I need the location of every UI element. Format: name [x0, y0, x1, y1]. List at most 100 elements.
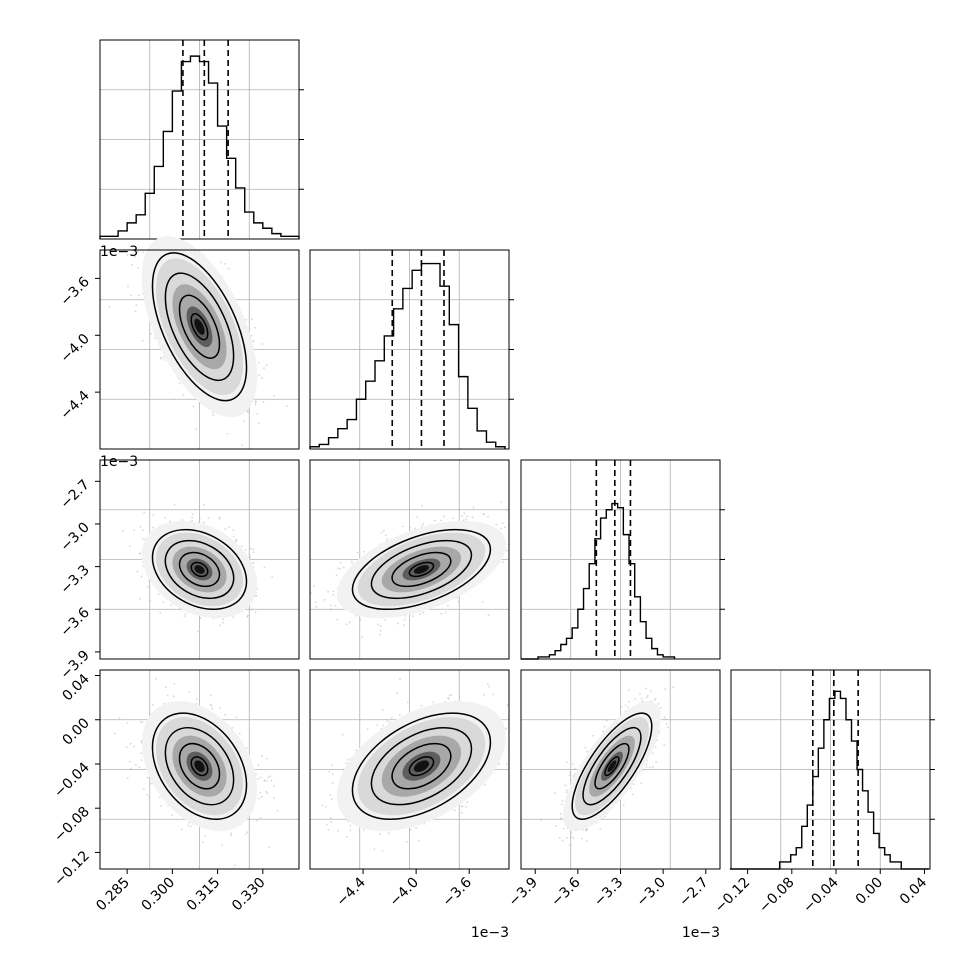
sample-point	[257, 374, 260, 377]
sample-point	[194, 428, 197, 431]
sample-point	[192, 405, 195, 408]
sample-point	[219, 624, 222, 627]
sample-point	[335, 574, 338, 577]
sample-point	[416, 515, 418, 518]
sample-point	[128, 545, 131, 548]
x-tick-label: −0.12	[712, 875, 754, 917]
sample-point	[420, 525, 423, 528]
sample-point	[384, 619, 387, 622]
sample-point	[362, 550, 365, 553]
sample-point	[130, 294, 133, 297]
sample-point	[327, 590, 329, 593]
sample-point	[251, 318, 253, 321]
sample-point	[224, 528, 227, 530]
sample-point	[443, 515, 446, 518]
sample-point	[241, 444, 243, 447]
sample-point	[243, 420, 246, 422]
sample-point	[254, 326, 256, 329]
sample-point	[261, 343, 264, 345]
sample-point	[159, 611, 162, 614]
sample-point	[164, 517, 166, 519]
grid	[731, 670, 930, 869]
sample-point	[440, 612, 443, 615]
sample-point	[452, 517, 455, 520]
sample-point	[348, 621, 351, 624]
sample-point	[218, 518, 221, 520]
sample-point	[262, 400, 265, 403]
sample-point	[140, 575, 143, 578]
sample-point	[198, 521, 201, 523]
density-contour	[190, 313, 209, 341]
sample-point	[141, 339, 144, 342]
sample-point	[506, 549, 508, 552]
sample-point	[150, 333, 152, 335]
sample-point	[258, 797, 260, 800]
grid	[100, 40, 299, 239]
sample-point	[126, 254, 129, 256]
y-tick-label: −3.0	[57, 519, 92, 554]
sample-point	[421, 505, 423, 507]
sample-point	[500, 501, 503, 503]
sample-point	[203, 503, 205, 506]
sample-point	[332, 593, 335, 596]
sample-point	[240, 545, 243, 548]
sample-point	[246, 410, 249, 413]
sample-point	[440, 519, 442, 522]
histogram-panel-3-3: −0.12 −0.08 −0.04 0.00 0.04	[712, 669, 935, 917]
sample-point	[244, 549, 247, 551]
sample-point	[232, 529, 235, 531]
sample-point	[182, 394, 185, 396]
sample-point	[202, 521, 205, 524]
sample-point	[228, 526, 231, 529]
sample-point	[314, 601, 317, 604]
sample-point	[147, 585, 149, 588]
sample-point	[226, 432, 229, 435]
sample-point	[487, 614, 490, 616]
sample-point	[381, 531, 383, 534]
sample-point	[260, 377, 263, 379]
sample-point	[258, 361, 260, 364]
sample-point	[224, 262, 226, 265]
sample-point	[263, 566, 266, 569]
sample-point	[232, 535, 235, 538]
sample-point	[481, 600, 484, 603]
sample-point	[409, 526, 411, 529]
panel-frame	[99, 39, 300, 240]
sample-point	[139, 552, 141, 555]
sample-point	[248, 554, 251, 557]
sample-point	[122, 530, 124, 532]
y-tick-label: −4.0	[57, 331, 92, 366]
sample-point	[461, 515, 463, 518]
sample-point	[153, 336, 156, 339]
sample-point	[254, 401, 257, 404]
sample-point	[219, 261, 222, 264]
y-offset-label: 1e−3	[100, 454, 138, 470]
density-panel-2-0: −3.9−3.6−3.3−3.0−2.71e−3	[57, 454, 300, 683]
sample-point	[506, 509, 508, 512]
sample-point	[500, 527, 502, 530]
sample-point	[199, 617, 202, 620]
sample-point	[503, 526, 506, 529]
sample-point	[170, 604, 173, 607]
sample-point	[127, 285, 129, 288]
sample-point	[222, 618, 225, 621]
sample-point	[359, 618, 362, 621]
sample-point	[466, 515, 469, 518]
y-tick-label: −4.4	[57, 388, 92, 423]
sample-point	[422, 611, 425, 614]
sample-point	[433, 519, 436, 522]
sample-point	[351, 561, 353, 564]
sample-point	[337, 567, 340, 570]
histogram-step	[521, 502, 676, 660]
sample-point	[377, 623, 379, 626]
sample-point	[245, 318, 248, 321]
sample-point	[131, 254, 134, 257]
y-tick-label: −3.3	[57, 562, 92, 597]
sample-point	[139, 597, 141, 600]
sample-point	[137, 251, 139, 253]
histogram-panel-0-0	[99, 39, 304, 240]
sample-point	[501, 522, 504, 525]
sample-point	[137, 267, 139, 269]
x-tick-label: −0.04	[800, 874, 842, 916]
